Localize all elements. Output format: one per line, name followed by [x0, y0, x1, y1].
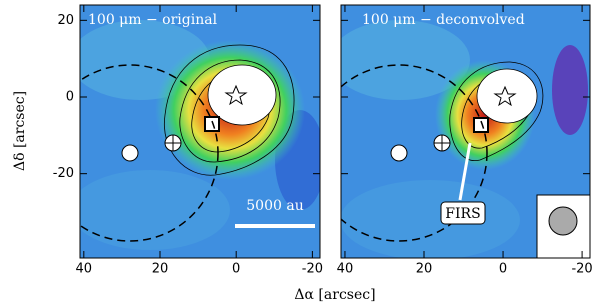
panel-title: 100 μm − deconvolved [362, 12, 525, 28]
x-tick-label: 40 [76, 262, 93, 277]
image-original [80, 5, 320, 258]
image-deconvolved [341, 5, 590, 258]
x-tick-label: 0 [232, 262, 240, 277]
x-tick-label: 40 [337, 262, 354, 277]
y-tick-label: -20 [53, 166, 74, 181]
panel-title: 100 μm − original [88, 12, 218, 28]
x-tick-label: -20 [302, 262, 323, 277]
scale-bar-label: 5000 au [246, 198, 303, 214]
y-tick-label: 20 [57, 13, 74, 28]
x-tick-label: 20 [416, 262, 433, 277]
panel-frame [79, 4, 321, 259]
panel-frame [340, 4, 591, 259]
x-tick-label: 0 [499, 262, 507, 277]
x-tick-label: 20 [152, 262, 169, 277]
source-label: FIRS [445, 206, 480, 222]
x-tick-label: -20 [571, 262, 592, 277]
x-axis-label: Δα [arcsec] [294, 287, 375, 303]
y-axis-label: Δδ [arcsec] [12, 91, 28, 171]
y-tick-label: 0 [66, 90, 74, 105]
